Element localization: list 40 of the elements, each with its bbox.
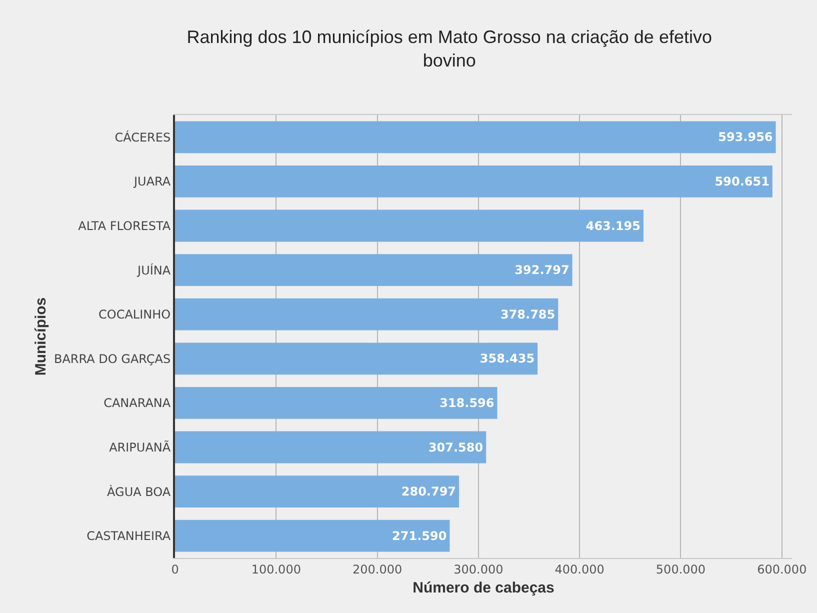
bar: [175, 254, 572, 286]
bar: [175, 431, 486, 464]
x-tick-label: 0: [171, 562, 179, 576]
chart-title: Ranking dos 10 municípios em Mato Grosso na criação de efetivo bovino: [186, 26, 712, 70]
data-label: 463.195: [586, 218, 641, 233]
data-label: 378.785: [500, 307, 556, 322]
bar: [175, 476, 460, 508]
x-tick-label: 200.000: [352, 562, 402, 576]
data-label: 271.590: [392, 528, 447, 543]
x-tick-label: 100.000: [251, 562, 301, 576]
bar: [175, 121, 776, 154]
x-tick-label: 500.000: [656, 562, 706, 576]
data-label: 358.435: [480, 352, 535, 366]
x-tick-label: 300.000: [454, 562, 504, 576]
bar: [175, 387, 498, 419]
y-tick-label: ARIPUANÃ: [109, 439, 172, 454]
y-tick-label: CÁCERES: [114, 129, 171, 144]
bar: [175, 166, 772, 198]
y-tick-label: ALTA FLORESTA: [78, 218, 172, 233]
data-label: 392.797: [514, 263, 570, 278]
y-axis-title: Municípios: [32, 297, 50, 376]
x-tick-label: 400.000: [554, 562, 604, 576]
bar: [175, 298, 558, 330]
y-tick-label: CASTANHEIRA: [86, 529, 172, 544]
data-label: 590.651: [714, 174, 770, 188]
data-label: 307.580: [428, 440, 484, 454]
data-label: 280.797: [401, 484, 456, 499]
data-label: 318.596: [440, 396, 494, 410]
y-tick-label: ÀGUA BOA: [107, 484, 172, 499]
bar: [175, 342, 538, 375]
y-tick-label: JUÍNA: [136, 262, 172, 278]
bar: [175, 520, 450, 552]
y-tick-label: CANARANA: [104, 396, 172, 410]
x-tick-label: 600.000: [757, 562, 807, 576]
y-tick-label: COCALINHO: [98, 308, 171, 322]
x-axis-title: Número de cabeças: [412, 579, 554, 596]
data-label: 593.956: [718, 130, 773, 144]
bar: [175, 210, 644, 242]
y-tick-label: BARRA DO GARÇAS: [54, 352, 171, 366]
y-tick-label: JUARA: [133, 174, 172, 189]
